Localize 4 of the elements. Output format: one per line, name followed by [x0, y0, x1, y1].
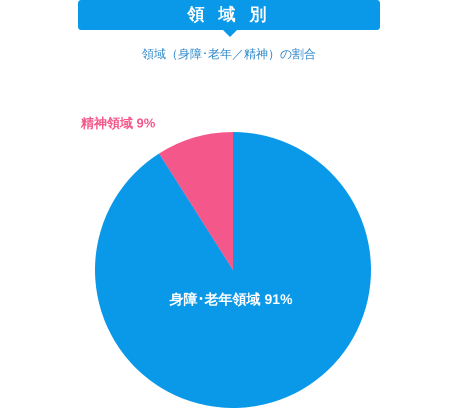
slice-label: 精神領域 9% [80, 116, 156, 131]
chart-subtitle: 領域（身障･老年／精神）の割合 [141, 46, 317, 63]
chart-title: 領 域 別 [78, 0, 380, 30]
slice-label: 身障･老年領域 91% [168, 291, 294, 308]
